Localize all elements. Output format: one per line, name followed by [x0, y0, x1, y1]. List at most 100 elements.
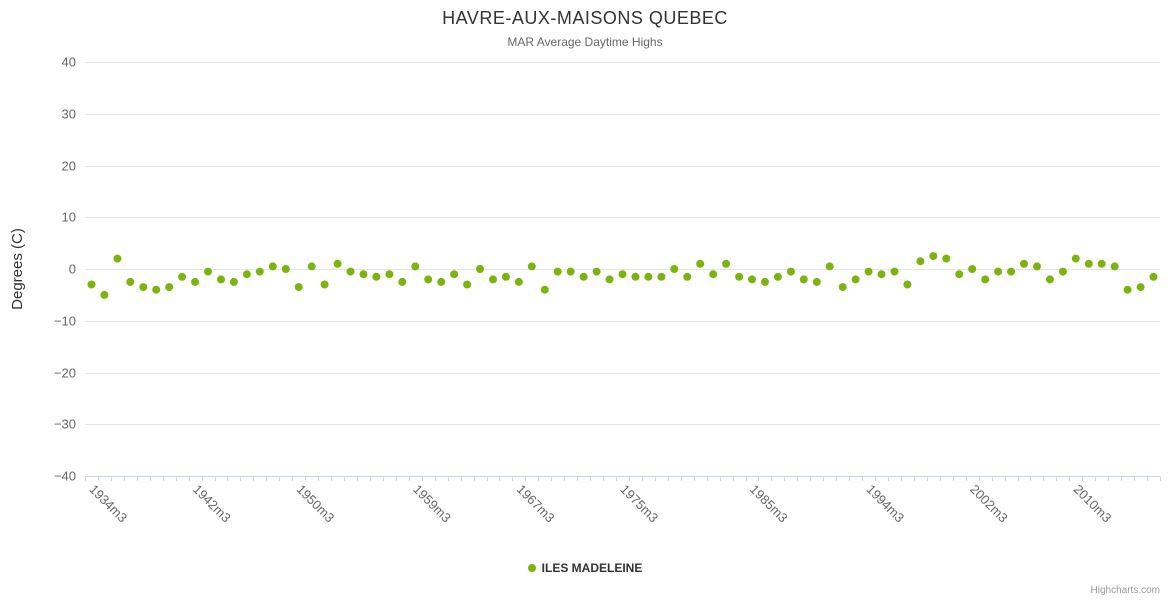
data-point[interactable] — [722, 259, 731, 268]
data-point[interactable] — [1149, 272, 1158, 281]
data-point[interactable] — [87, 280, 96, 289]
data-point[interactable] — [773, 272, 782, 281]
data-point[interactable] — [761, 277, 769, 286]
data-point[interactable] — [929, 252, 938, 261]
y-axis-label: −40 — [54, 469, 76, 484]
data-point[interactable] — [501, 272, 510, 281]
data-point[interactable] — [955, 270, 964, 279]
data-point[interactable] — [735, 272, 744, 281]
data-point[interactable] — [657, 272, 666, 281]
data-point[interactable] — [1136, 283, 1145, 292]
data-point[interactable] — [540, 285, 549, 294]
data-point[interactable] — [527, 262, 536, 271]
data-point[interactable] — [1033, 262, 1041, 271]
data-point[interactable] — [268, 262, 277, 271]
legend-item-iles-madeleine[interactable]: ILES MADELEINE — [527, 561, 643, 575]
data-point[interactable] — [217, 275, 225, 284]
data-point[interactable] — [786, 267, 795, 276]
data-point[interactable] — [139, 283, 148, 292]
data-point[interactable] — [683, 272, 692, 281]
data-point[interactable] — [618, 270, 627, 279]
data-point[interactable] — [890, 267, 899, 276]
data-point[interactable] — [942, 254, 951, 263]
data-point[interactable] — [1084, 259, 1093, 268]
data-point[interactable] — [281, 265, 290, 273]
data-point[interactable] — [113, 254, 122, 263]
y-axis-label: −30 — [54, 417, 76, 432]
data-point[interactable] — [825, 262, 834, 271]
data-point[interactable] — [152, 285, 161, 294]
legend-label: ILES MADELEINE — [541, 561, 643, 575]
data-point[interactable] — [255, 267, 264, 276]
data-point[interactable] — [242, 270, 251, 279]
data-point[interactable] — [592, 267, 601, 276]
data-point[interactable] — [204, 267, 212, 276]
data-point[interactable] — [476, 265, 484, 273]
data-point[interactable] — [489, 275, 497, 284]
x-axis-label: 1950m3 — [294, 482, 338, 526]
data-point[interactable] — [748, 275, 756, 284]
data-point[interactable] — [191, 277, 200, 286]
data-point[interactable] — [709, 270, 718, 279]
data-point[interactable] — [126, 277, 135, 286]
data-point[interactable] — [1097, 259, 1106, 268]
highcharts-credits[interactable]: Highcharts.com — [1090, 585, 1160, 596]
data-point[interactable] — [1020, 259, 1028, 268]
data-point[interactable] — [670, 265, 679, 273]
x-axis-label: 1994m3 — [863, 482, 907, 526]
x-axis-label: 2002m3 — [967, 482, 1011, 526]
data-point[interactable] — [294, 283, 303, 292]
data-point[interactable] — [100, 290, 109, 299]
data-point[interactable] — [346, 267, 355, 276]
x-axis-label: 2010m3 — [1071, 482, 1115, 526]
y-axis-label: −20 — [54, 366, 76, 381]
data-point[interactable] — [463, 280, 472, 289]
data-point[interactable] — [864, 267, 873, 276]
data-point[interactable] — [359, 270, 368, 279]
data-point[interactable] — [165, 283, 174, 292]
data-point[interactable] — [450, 270, 459, 279]
data-point[interactable] — [398, 277, 407, 286]
data-point[interactable] — [605, 275, 614, 284]
data-point[interactable] — [385, 270, 394, 279]
y-axis-label: 20 — [62, 159, 76, 174]
data-point[interactable] — [437, 277, 446, 286]
data-point[interactable] — [916, 257, 925, 266]
data-point[interactable] — [851, 275, 860, 284]
data-point[interactable] — [1071, 254, 1080, 263]
data-point[interactable] — [1058, 267, 1067, 276]
data-point[interactable] — [424, 275, 433, 284]
chart-title: HAVRE-AUX-MAISONS QUEBEC — [442, 8, 728, 28]
data-point[interactable] — [631, 272, 640, 281]
data-point[interactable] — [968, 265, 977, 273]
data-point[interactable] — [229, 277, 238, 286]
data-point[interactable] — [877, 270, 886, 279]
data-point[interactable] — [838, 283, 847, 292]
y-axis-title: Degrees (C) — [9, 228, 26, 310]
data-point[interactable] — [903, 280, 912, 289]
data-point[interactable] — [799, 275, 808, 284]
data-point[interactable] — [411, 262, 420, 271]
data-point[interactable] — [994, 267, 1003, 276]
legend: ILES MADELEINE — [0, 561, 1170, 575]
data-point[interactable] — [1123, 285, 1132, 294]
data-point[interactable] — [644, 272, 653, 281]
y-axis-label: 40 — [62, 55, 76, 70]
data-point[interactable] — [1045, 275, 1054, 284]
data-point[interactable] — [307, 262, 316, 271]
data-point[interactable] — [333, 259, 342, 268]
data-point[interactable] — [981, 275, 990, 284]
data-point[interactable] — [178, 272, 187, 281]
data-point[interactable] — [514, 277, 523, 286]
data-point[interactable] — [696, 259, 705, 268]
data-point[interactable] — [372, 272, 381, 281]
data-point[interactable] — [553, 267, 562, 276]
legend-marker-icon — [527, 564, 536, 572]
data-point[interactable] — [812, 277, 821, 286]
data-point[interactable] — [1007, 267, 1016, 276]
data-point[interactable] — [579, 272, 588, 281]
data-point[interactable] — [320, 280, 329, 289]
data-point[interactable] — [1110, 262, 1119, 271]
data-point[interactable] — [566, 267, 575, 276]
